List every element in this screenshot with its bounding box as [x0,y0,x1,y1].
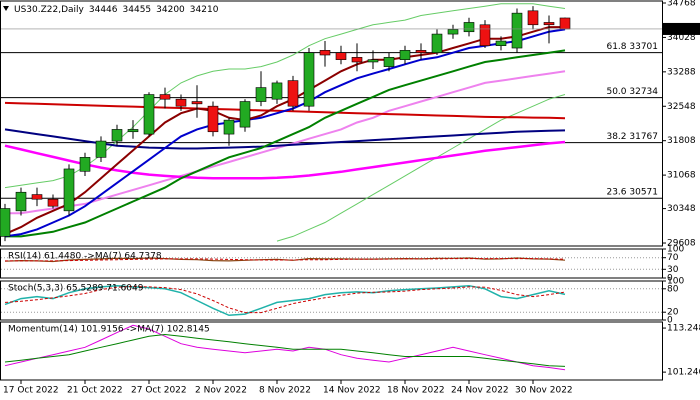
candle-body [63,168,75,212]
y-tick-label: 34028 [667,33,696,43]
panel-border [0,0,663,247]
x-tick-label: 14 Nov 2022 [323,386,381,396]
y-tick-label: 32548 [667,102,696,112]
fib-label: 61.8 33701 [606,42,658,52]
candle-body [367,59,379,63]
candle-body [239,101,251,128]
candle-body [255,87,267,102]
y-tick-label: 113.2484 [667,324,700,334]
candle-body [143,94,155,135]
candle-body [223,119,235,135]
candle-body [495,40,507,47]
panel-border [0,321,663,381]
indicator-line [4,28,566,238]
candle-body [95,140,107,158]
candle-body [175,98,187,107]
ohlc-value: 34200 [156,5,185,15]
fib-label: 38.2 31767 [606,132,658,142]
candle-body [31,194,43,200]
price-tag [663,22,700,35]
y-tick-label: 101.246 [667,368,700,378]
y-tick-label: 29608 [667,239,696,249]
symbol: US30.Z22,Daily [14,5,85,15]
indicator-line [5,258,566,262]
candle-body [559,17,571,30]
panel-border [0,280,663,321]
candle-body [207,105,219,133]
y-tick-label: 30 [667,265,679,275]
x-tick-label: 30 Nov 2022 [515,386,573,396]
indicator-line [4,333,566,367]
y-tick-label: 100 [667,245,684,255]
candle-body [527,10,539,26]
indicator-line [4,324,566,371]
y-tick-label: 70 [667,253,679,263]
candle-body [383,57,395,67]
y-tick-label: 0 [667,274,673,284]
price-tag-label: 34210 [666,24,695,34]
ohlc-value: 34455 [123,5,152,15]
y-tick-label: 20 [667,308,679,318]
panel-title: Stoch(5,3,3) 65.5289 71.6049 [8,284,144,294]
x-tick-label: 2 Nov 2022 [195,386,247,396]
fib-label: 50.0 32734 [606,87,658,97]
indicator-line [276,94,566,242]
indicator-line [4,140,566,180]
x-tick-label: 21 Oct 2022 [67,386,123,396]
candle-body [271,82,283,100]
candle-body [415,50,427,53]
candle-body [127,129,139,133]
candle-body [399,50,411,60]
y-tick-label: 34768 [667,0,696,9]
y-tick-label: 33288 [667,67,696,77]
x-tick-label: 18 Nov 2022 [387,386,445,396]
x-tick-label: 17 Oct 2022 [3,386,59,396]
candle-body [335,52,347,60]
indicator-line [5,49,566,238]
candle-body [351,57,363,63]
chart-title: US30.Z22,Daily 34446 34455 34200 34210 [14,5,219,15]
ohlc-value: 34446 [89,5,118,15]
y-tick-label: 31068 [667,171,696,181]
panel-border [0,248,663,279]
y-tick-label: 0 [667,316,673,326]
candle-body [15,191,27,212]
indicator-line [4,285,566,314]
candle-body [79,157,91,172]
candle-body [319,50,331,56]
candle-body [287,80,299,107]
y-tick-label: 80 [667,284,679,294]
indicator-line [4,26,565,236]
x-tick-label: 8 Nov 2022 [259,386,311,396]
candle-body [447,29,459,35]
candle-body [191,101,203,105]
panel-title: Momentum(14) 101.9156 ->MA(7) 102.8145 [8,325,210,335]
x-tick-label: 24 Nov 2022 [451,386,509,396]
fib-label: 23.6 30571 [606,188,658,198]
title-arrow [3,6,9,11]
y-tick-label: 31808 [667,136,696,146]
candle-body [479,24,491,47]
indicator-line [4,284,566,317]
candle-body [47,198,59,207]
candle-body [0,208,11,237]
x-tick-label: 27 Oct 2022 [131,386,187,396]
y-tick-label: 100 [667,277,684,287]
candle-body [303,52,315,107]
candle-body [431,33,443,53]
panel-title: RSI(14) 61.4480 ->MA(7) 64.7378 [8,252,162,262]
candle-body [543,22,555,26]
y-tick-label: 30348 [667,204,696,214]
ohlc-value: 34210 [190,5,219,15]
candle-body [159,94,171,100]
candle-body [111,129,123,142]
candle-body [463,22,475,33]
candle-body [511,12,523,49]
